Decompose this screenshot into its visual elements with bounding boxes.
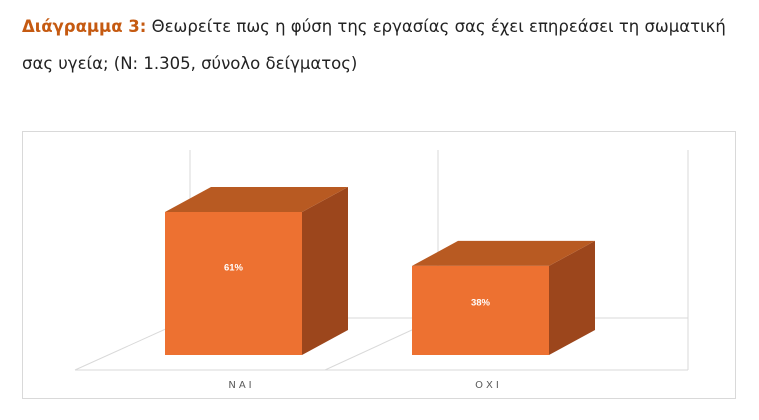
- figure-number: Διάγραμμα 3:: [22, 17, 147, 36]
- category-label: ΝΑΙ: [228, 380, 254, 391]
- bar-top: [412, 240, 595, 266]
- category-label: ΟΧΙ: [475, 380, 502, 391]
- bar-side: [549, 240, 595, 355]
- value-label: 61%: [224, 263, 244, 274]
- bar-1: [165, 187, 348, 355]
- bar-2: [412, 240, 595, 355]
- bars-group: [165, 187, 595, 355]
- figure-caption: Διάγραμμα 3: Θεωρείτε πως η φύση της εργ…: [22, 8, 742, 82]
- bar-front: [165, 212, 302, 355]
- chart-frame: [22, 131, 736, 399]
- bar-top: [165, 187, 348, 212]
- value-label: 38%: [471, 297, 491, 308]
- labels-group: 61% ΝΑΙ 38% ΟΧΙ: [224, 263, 502, 392]
- bar-front: [412, 265, 549, 355]
- figure-question: Θεωρείτε πως η φύση της εργασίας σας έχε…: [22, 17, 726, 73]
- bar-side: [302, 187, 348, 355]
